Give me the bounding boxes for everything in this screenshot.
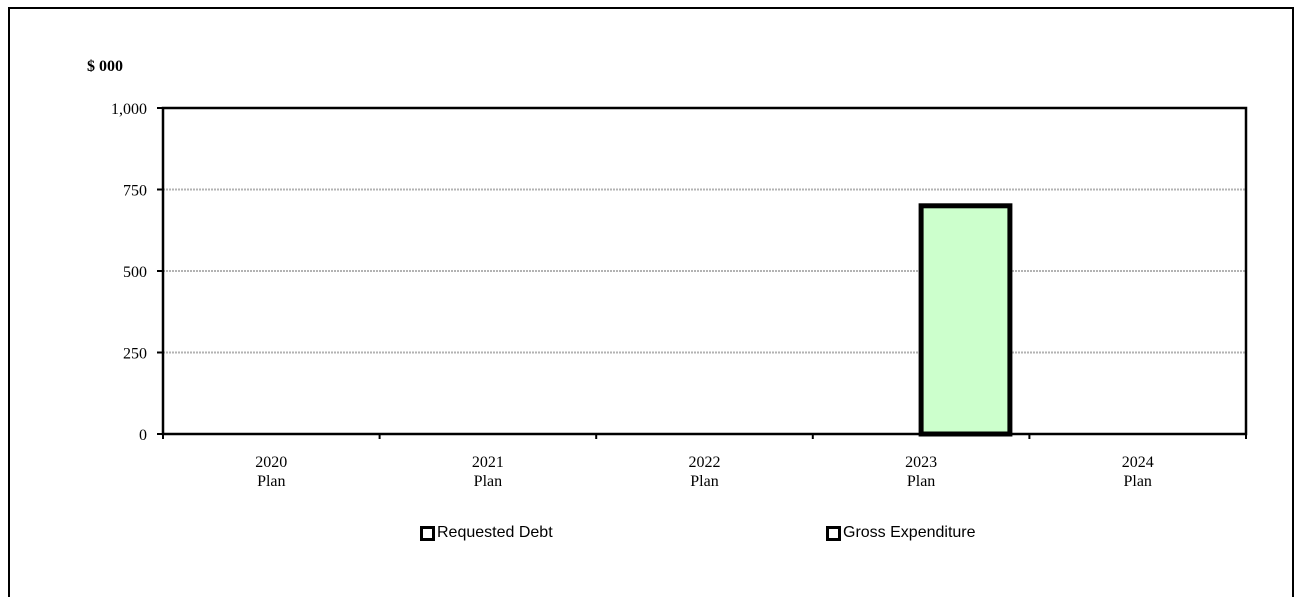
y-tick-label: 1,000 [111, 101, 147, 118]
x-axis: 2020 Plan 2021 Plan 2022 Plan 2023 Plan 2024 Plan [162, 434, 1247, 490]
legend-item-gross-expenditure: Gross Expenditure [826, 524, 976, 542]
x-tick-label: 2022 Plan [689, 454, 721, 490]
x-tick-label: 2024 Plan [1122, 454, 1154, 490]
legend-swatch-requested-debt [420, 525, 435, 541]
legend-label-gross-expenditure: Gross Expenditure [843, 524, 976, 541]
unit-label: $ 000 [87, 58, 123, 75]
chart-frame [8, 7, 1294, 597]
y-tick-label: 500 [123, 264, 147, 281]
gridlines [163, 188, 1246, 354]
legend-label-requested-debt: Requested Debt [437, 524, 553, 541]
legend-item-requested-debt: Requested Debt [420, 524, 553, 542]
legend-swatch-gross-expenditure [826, 525, 841, 541]
y-tick-label: 750 [123, 183, 147, 200]
bar-gross-expenditure [918, 203, 1013, 437]
x-tick-label: 2023 Plan [905, 454, 937, 490]
y-axis: 0 250 500 750 1,000 [111, 101, 163, 444]
y-tick-label: 250 [123, 346, 147, 363]
bars [918, 203, 1013, 437]
x-tick-label: 2020 Plan [255, 454, 287, 490]
x-tick-label: 2021 Plan [472, 454, 504, 490]
y-tick-label: 0 [139, 427, 147, 444]
